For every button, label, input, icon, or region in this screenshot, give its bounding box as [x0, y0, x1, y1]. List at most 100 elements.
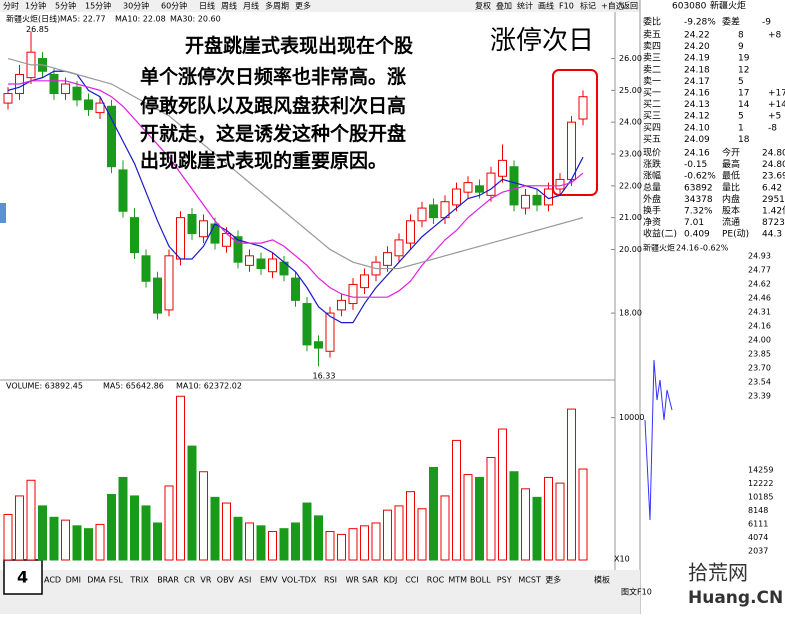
book-cell: 买五 [643, 134, 661, 145]
indicator-tab[interactable]: DMA [87, 576, 106, 585]
indicator-tab[interactable]: OBV [217, 576, 235, 585]
indicator-tab[interactable]: PSY [497, 576, 512, 585]
candle-body [475, 185, 484, 193]
volume-bar [555, 482, 565, 561]
ratio-cell: 委比 [643, 16, 661, 28]
indicator-tab[interactable]: EMV [260, 576, 278, 585]
indicator-tab[interactable]: KDJ [384, 576, 398, 585]
toolbar-button[interactable]: 60分钟 [161, 1, 187, 11]
volume-bar [84, 528, 93, 561]
toolbar-button[interactable]: 统计 [517, 1, 533, 11]
annotation-title: 涨停次日 [490, 26, 594, 56]
toolbar-button[interactable]: 多周期 [265, 1, 289, 11]
toolbar-button[interactable]: 返回 [622, 2, 638, 11]
book-cell: +8 [768, 31, 782, 41]
toolbar-button[interactable]: F10 [559, 2, 574, 11]
f10-label[interactable]: 图文F10 [621, 587, 652, 597]
stat-cell: 外盘 [643, 193, 661, 205]
toolbar-button[interactable]: 画线 [538, 1, 554, 11]
candle-body [164, 255, 174, 311]
indicator-tab[interactable]: CR [184, 576, 196, 585]
book-cell: 24.18 [684, 65, 710, 75]
indicator-tab[interactable]: BRAR [157, 576, 179, 585]
indicator-tab[interactable]: RSI [324, 576, 337, 585]
indicator-tab[interactable]: FSL [109, 576, 124, 585]
toolbar-button[interactable]: 标记 [580, 1, 596, 11]
volume-bar [176, 395, 185, 561]
toolbar-button[interactable]: 30分钟 [123, 1, 149, 11]
toolbar-button[interactable]: 15分钟 [85, 1, 111, 11]
stat-cell: 24.16 [684, 149, 710, 159]
mini-price: 24.46 [748, 294, 771, 303]
candle-body [532, 194, 542, 206]
indicator-tab[interactable]: VOL-TDX [282, 576, 317, 585]
toolbar-button[interactable]: 周线 [221, 1, 237, 11]
mini-volume: 12222 [748, 479, 773, 488]
book-cell: 19 [738, 54, 750, 64]
volume-bar [130, 495, 139, 561]
toolbar-button[interactable]: 5分钟 [55, 1, 76, 11]
stat-cell: 29514 [762, 195, 785, 205]
candle-body [199, 220, 208, 238]
volume-bar [440, 495, 450, 561]
book-cell: 24.17 [684, 77, 710, 87]
watermark: Huang.CN [688, 588, 783, 608]
toolbar-button[interactable]: +自选 [601, 1, 624, 11]
toolbar-button[interactable]: 复权 [475, 1, 491, 11]
toolbar-button[interactable]: 1分钟 [25, 1, 46, 11]
volume-bar [360, 525, 369, 561]
volume-bar [498, 428, 507, 561]
toolbar-button[interactable]: 更多 [295, 1, 311, 11]
candle-body [84, 99, 93, 110]
stat-cell: 量比 [722, 181, 740, 193]
stat-cell: 涨跌 [643, 159, 661, 170]
volume-bar [325, 531, 335, 561]
volume-bar [3, 513, 13, 561]
volume-label: MA10: 62372.02 [176, 382, 242, 391]
stat-cell: 0.409 [684, 230, 710, 240]
toolbar-button[interactable]: 叠加 [496, 1, 512, 11]
ratio-cell: -9.28% [684, 18, 716, 28]
candle-body [141, 255, 151, 282]
book-cell: -8 [768, 123, 777, 133]
stat-cell: 内盘 [722, 193, 740, 205]
toolbar-button[interactable]: 日线 [199, 1, 215, 11]
indicator-tab[interactable]: ACD [44, 576, 61, 585]
indicator-tab[interactable]: WR [346, 576, 360, 585]
indicator-tab[interactable]: ROC [427, 576, 445, 585]
stat-cell: -0.15 [684, 160, 707, 170]
stat-cell: 7.32% [684, 207, 713, 217]
mini-title: -0.62% [700, 244, 729, 253]
y-tick-label: 20.00 [619, 245, 642, 254]
stat-cell: 涨幅 [643, 170, 661, 182]
tab-bar [0, 570, 640, 614]
indicator-tab[interactable]: ASI [238, 576, 251, 585]
indicator-tab[interactable]: MTM [448, 576, 467, 585]
indicator-tab[interactable]: CCI [405, 576, 419, 585]
book-cell: 24.09 [684, 135, 710, 145]
candle-body [233, 236, 243, 263]
book-cell: 卖五 [643, 30, 661, 41]
indicator-tab[interactable]: DMI [66, 576, 81, 585]
indicator-tab[interactable]: MCST [518, 576, 541, 585]
book-cell: 买四 [643, 122, 661, 133]
volume-bar [141, 505, 151, 561]
stat-cell: 流通 [722, 216, 740, 228]
mini-volume: 10185 [748, 493, 773, 502]
toolbar-button[interactable]: 分时 [3, 1, 19, 11]
toolbar-button[interactable]: 月线 [243, 1, 259, 11]
candle-body [107, 105, 116, 168]
indicator-tab[interactable]: SAR [362, 576, 379, 585]
candle-body [360, 274, 369, 289]
volume-bar [532, 496, 542, 561]
template-tab[interactable]: 模板 [594, 575, 610, 585]
indicator-tab[interactable]: VR [200, 576, 211, 585]
highlight-box [552, 69, 598, 196]
ma-line [8, 80, 584, 298]
indicator-tab[interactable]: BOLL [470, 576, 491, 585]
indicator-tab[interactable]: 更多 [545, 575, 561, 585]
indicator-tab[interactable]: TRIX [129, 576, 149, 585]
candle-body [268, 258, 277, 273]
candle-body [325, 312, 335, 352]
